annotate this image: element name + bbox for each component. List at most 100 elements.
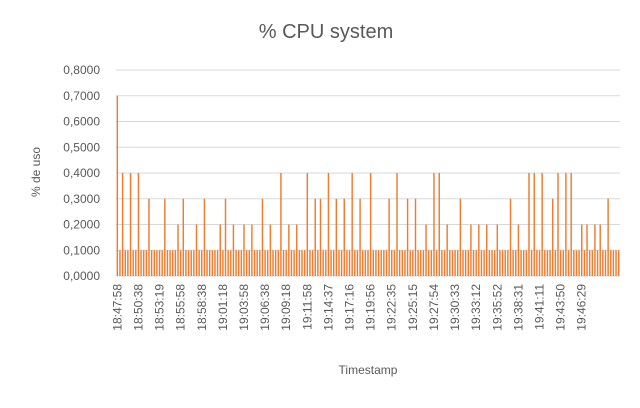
x-tick-label: 19:43:50 xyxy=(554,284,568,331)
x-tick-label: 19:22:35 xyxy=(385,284,399,331)
x-tick-label: 19:17:16 xyxy=(343,284,357,331)
x-tick-label: 19:25:15 xyxy=(406,284,420,331)
bar xyxy=(570,173,572,276)
bar xyxy=(559,250,562,276)
x-tick-label: 18:50:38 xyxy=(131,284,145,331)
bar xyxy=(446,224,448,276)
bar xyxy=(541,173,543,276)
bar xyxy=(528,173,530,276)
y-tick-label: 0,4000 xyxy=(63,166,100,180)
bar xyxy=(230,250,232,276)
bar xyxy=(586,224,588,276)
bar xyxy=(478,224,480,276)
bar xyxy=(398,250,401,276)
bar xyxy=(546,250,549,276)
x-tick-label: 19:09:18 xyxy=(279,284,293,331)
bar xyxy=(533,173,535,276)
x-tick-label: 19:35:52 xyxy=(490,284,504,331)
bar xyxy=(583,250,586,276)
bar xyxy=(232,224,235,276)
bar xyxy=(187,250,190,276)
bar xyxy=(433,173,435,276)
bar xyxy=(346,250,348,276)
x-tick-label: 19:03:58 xyxy=(237,284,251,331)
bar xyxy=(198,250,200,276)
bar xyxy=(591,250,594,276)
bar xyxy=(425,224,427,276)
bar xyxy=(551,198,554,276)
bar xyxy=(121,173,124,276)
x-tick-label: 19:06:38 xyxy=(258,284,272,331)
bar xyxy=(417,250,419,276)
bar xyxy=(282,250,285,276)
bar xyxy=(309,250,311,276)
bar xyxy=(140,250,142,276)
bar xyxy=(496,224,499,276)
bar xyxy=(615,250,617,276)
bar xyxy=(322,250,324,276)
bar xyxy=(617,250,620,276)
x-tick-label: 18:47:58 xyxy=(110,284,124,331)
bar xyxy=(454,250,456,276)
x-tick-label: 19:46:29 xyxy=(575,284,589,331)
bar xyxy=(332,250,335,276)
bar xyxy=(472,250,475,276)
bar xyxy=(438,173,440,276)
bar xyxy=(158,250,161,276)
bar xyxy=(208,250,211,276)
x-tick-label: 18:55:58 xyxy=(174,284,188,331)
bar xyxy=(264,250,266,276)
bar xyxy=(293,250,295,276)
bar xyxy=(311,250,314,276)
bar xyxy=(195,224,198,276)
y-axis-ticks: 0,0000 0,1000 0,2000 0,3000 0,4000 0,5000 0,60… xyxy=(63,63,100,283)
bar xyxy=(509,198,512,276)
gridlines xyxy=(116,69,620,277)
bar xyxy=(388,198,390,276)
x-tick-label: 19:33:12 xyxy=(469,284,483,331)
x-tick-label: 18:53:19 xyxy=(153,284,167,331)
bar xyxy=(161,250,163,276)
y-tick-label: 0,6000 xyxy=(63,115,100,129)
x-tick-label: 19:14:37 xyxy=(321,284,335,331)
bar xyxy=(435,250,438,276)
bar xyxy=(124,250,126,276)
bar xyxy=(369,173,372,276)
y-tick-label: 0,0000 xyxy=(63,269,100,283)
bar xyxy=(296,224,298,276)
bar xyxy=(348,250,351,276)
bar xyxy=(406,198,409,276)
bar xyxy=(464,250,467,276)
bar xyxy=(554,250,557,276)
bars xyxy=(116,95,620,276)
bar xyxy=(201,250,203,276)
bar xyxy=(520,250,522,276)
bar xyxy=(443,250,446,276)
x-tick-label: 19:01:18 xyxy=(216,284,230,331)
bar xyxy=(280,173,282,276)
bar xyxy=(501,250,504,276)
bar xyxy=(578,250,580,276)
bar xyxy=(430,250,433,276)
bar xyxy=(557,173,559,276)
y-tick-label: 0,5000 xyxy=(63,140,100,154)
bar xyxy=(414,198,417,276)
bar xyxy=(317,250,319,276)
bar xyxy=(256,250,258,276)
bar xyxy=(549,250,551,276)
bar xyxy=(377,250,380,276)
bar xyxy=(277,250,280,276)
bar xyxy=(491,250,493,276)
bar xyxy=(145,250,148,276)
bar xyxy=(325,250,327,276)
bar xyxy=(261,198,264,276)
bar xyxy=(367,250,369,276)
bar xyxy=(356,250,359,276)
bar xyxy=(504,250,506,276)
bar xyxy=(607,198,609,276)
bar xyxy=(573,250,575,276)
bar xyxy=(156,250,158,276)
bar xyxy=(364,250,367,276)
